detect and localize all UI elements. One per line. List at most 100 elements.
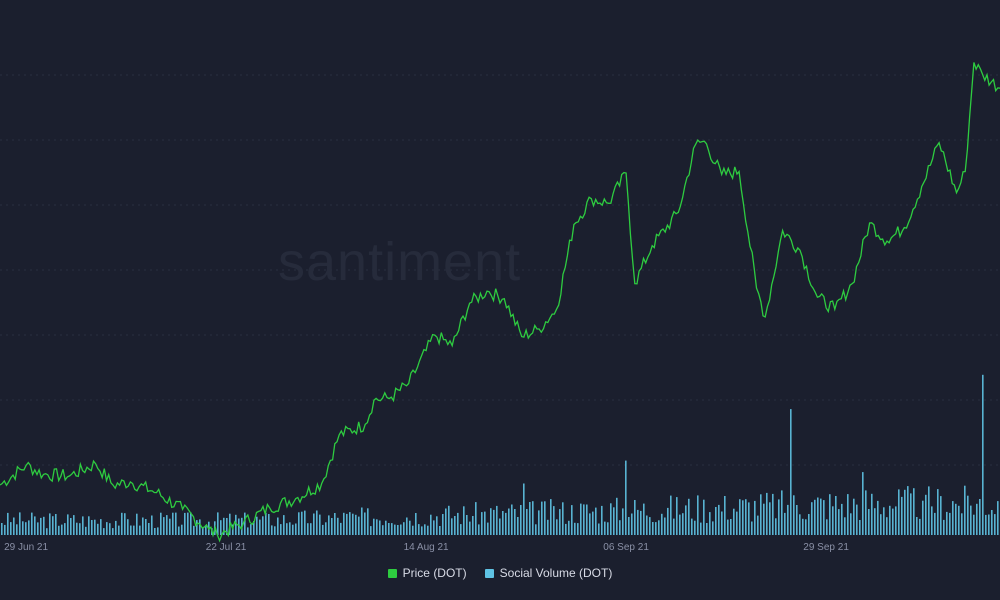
social-volume-bar bbox=[412, 525, 414, 535]
social-volume-bar bbox=[532, 501, 534, 535]
price-line bbox=[0, 62, 1000, 543]
social-volume-bar bbox=[694, 520, 696, 535]
social-volume-bar bbox=[628, 517, 630, 535]
social-volume-bar bbox=[355, 514, 357, 535]
social-volume-bar bbox=[292, 524, 294, 535]
social-volume-bar bbox=[61, 524, 63, 535]
social-volume-bar bbox=[433, 520, 435, 535]
social-volume-bar bbox=[181, 524, 183, 535]
social-volume-bar bbox=[4, 524, 6, 535]
social-volume-bar bbox=[658, 520, 660, 535]
social-volume-bar bbox=[325, 522, 327, 535]
social-volume-bar bbox=[679, 514, 681, 535]
social-volume-bar bbox=[712, 521, 714, 535]
social-volume-bar bbox=[187, 512, 189, 535]
social-volume-bar bbox=[19, 512, 21, 535]
social-volume-bar bbox=[244, 512, 246, 535]
social-volume-bar bbox=[607, 522, 609, 535]
social-volume-bar bbox=[622, 508, 624, 535]
social-volume-bar bbox=[865, 490, 867, 535]
social-volume-bar bbox=[1, 523, 3, 535]
social-volume-bar bbox=[307, 523, 309, 535]
social-volume-bar bbox=[262, 516, 264, 535]
social-volume-bar bbox=[859, 520, 861, 535]
social-volume-bar bbox=[268, 514, 270, 535]
legend: Price (DOT) Social Volume (DOT) bbox=[0, 566, 1000, 580]
social-volume-bar bbox=[484, 511, 486, 535]
social-volume-bar bbox=[103, 528, 105, 535]
social-volume-bar bbox=[283, 515, 285, 535]
social-volume-bar bbox=[16, 524, 18, 535]
social-volume-bar bbox=[37, 522, 39, 535]
social-volume-bar bbox=[871, 493, 873, 535]
social-volume-bar bbox=[688, 498, 690, 535]
social-volume-bar bbox=[661, 513, 663, 535]
social-volume-bar bbox=[880, 514, 882, 535]
social-volume-bar bbox=[940, 496, 942, 535]
social-volume-bar bbox=[703, 499, 705, 535]
social-volume-bar bbox=[979, 499, 981, 535]
social-volume-bar bbox=[982, 374, 984, 535]
social-volume-bar bbox=[469, 521, 471, 535]
social-volume-bar bbox=[481, 512, 483, 535]
social-volume-bar bbox=[721, 511, 723, 535]
social-volume-bar bbox=[346, 513, 348, 535]
social-volume-bar bbox=[556, 519, 558, 535]
social-volume-bar bbox=[247, 527, 249, 535]
social-volume-bar bbox=[955, 503, 957, 535]
social-volume-bar bbox=[175, 512, 177, 535]
social-volume-bar bbox=[85, 526, 87, 535]
social-volume-bar bbox=[322, 524, 324, 535]
social-volume-bar bbox=[286, 523, 288, 535]
legend-item-price[interactable]: Price (DOT) bbox=[387, 566, 467, 580]
social-volume-bar bbox=[235, 514, 237, 535]
social-volume-bar bbox=[580, 503, 582, 535]
social-volume-bar bbox=[748, 502, 750, 535]
social-volume-bar bbox=[643, 503, 645, 535]
social-volume-bar bbox=[718, 504, 720, 535]
social-volume-bar bbox=[934, 512, 936, 535]
social-volume-bar bbox=[910, 493, 912, 535]
social-volume-bar bbox=[646, 515, 648, 535]
social-volume-bar bbox=[976, 503, 978, 535]
social-volume-bar bbox=[826, 519, 828, 535]
social-volume-bar bbox=[715, 507, 717, 535]
social-volume-bar bbox=[403, 522, 405, 535]
social-volume-bar bbox=[499, 518, 501, 535]
legend-item-social[interactable]: Social Volume (DOT) bbox=[484, 566, 612, 580]
social-volume-bar bbox=[373, 518, 375, 535]
social-volume-bar bbox=[301, 511, 303, 535]
social-volume-bar bbox=[697, 495, 699, 535]
social-volume-bar bbox=[682, 513, 684, 535]
x-axis-ticks: 29 Jun 21 22 Jul 21 14 Aug 21 06 Sep 21 29 S… bbox=[4, 542, 849, 553]
social-volume-bar bbox=[853, 498, 855, 535]
social-volume-bar bbox=[847, 494, 849, 535]
social-volume-bar bbox=[673, 518, 675, 535]
social-volume-bar bbox=[337, 517, 339, 535]
social-volume-bar bbox=[967, 495, 969, 535]
social-volume-bar bbox=[52, 516, 54, 535]
social-volume-bar bbox=[922, 500, 924, 535]
social-volume-bar bbox=[100, 519, 102, 535]
social-volume-bar bbox=[805, 519, 807, 535]
social-volume-bar bbox=[928, 486, 930, 535]
social-volume-bar bbox=[562, 502, 564, 535]
social-volume-bar bbox=[91, 520, 93, 535]
social-volume-bar bbox=[841, 503, 843, 535]
social-volume-bar bbox=[409, 520, 411, 535]
social-volume-bar bbox=[340, 522, 342, 535]
social-volume-bar bbox=[700, 522, 702, 535]
social-volume-bar bbox=[829, 494, 831, 535]
social-volume-bar bbox=[823, 500, 825, 535]
social-volume-bar bbox=[313, 513, 315, 535]
social-volume-bar bbox=[904, 489, 906, 535]
social-volume-bar bbox=[106, 522, 108, 535]
x-tick-label: 22 Jul 21 bbox=[206, 542, 247, 553]
social-volume-bar bbox=[451, 518, 453, 535]
social-volume-bar bbox=[577, 523, 579, 535]
social-volume-bar bbox=[685, 505, 687, 535]
social-volume-bar bbox=[523, 483, 525, 535]
social-volume-bar bbox=[544, 501, 546, 535]
social-volume-bar bbox=[946, 511, 948, 535]
social-volume-bar bbox=[988, 514, 990, 535]
